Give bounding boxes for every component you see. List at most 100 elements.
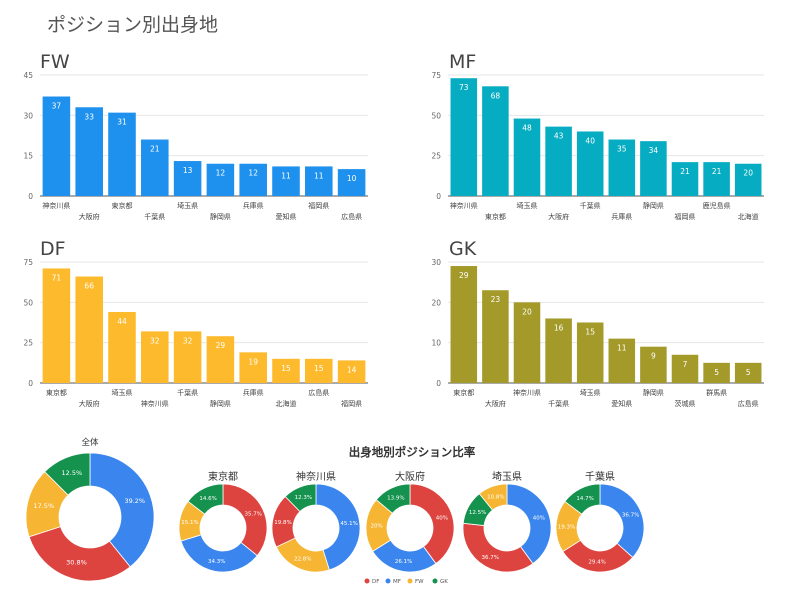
bar [108, 312, 136, 383]
donut-slice-gk [187, 483, 224, 515]
x-tick-label: 広島県 [308, 388, 329, 397]
donut-value-label: 39.2% [124, 497, 145, 505]
donut-title: 埼玉県 [492, 470, 522, 483]
page-title: ポジション別出身地 [47, 14, 219, 36]
y-tick-label: 0 [436, 379, 441, 388]
x-tick-label: 福岡県 [675, 212, 696, 221]
donut-slice-mf [599, 483, 645, 559]
donut-slice-mf [89, 452, 155, 568]
donut-title: 大阪府 [395, 470, 425, 483]
bar-value-label: 7 [683, 360, 688, 369]
donut-value-label: 45.1% [340, 521, 357, 527]
legend-label: FW [415, 579, 424, 585]
x-tick-label: 神奈川県 [141, 399, 169, 408]
donut-chart-3: 神奈川県 45.1% 22.8% 19.8% 12.3% [271, 470, 361, 573]
donut-chart-4: 大阪府 40% 26.1% 20% 13.9% [365, 470, 455, 573]
bar [239, 163, 267, 196]
bar [734, 362, 762, 383]
legend-swatch-gk [432, 578, 438, 584]
donut-value-label: 40% [533, 516, 545, 522]
donut-value-label: 14.7% [576, 496, 593, 502]
x-tick-label: 埼玉県 [177, 201, 198, 210]
x-tick-label: 茨城県 [675, 399, 696, 408]
x-tick-label: 埼玉県 [517, 201, 538, 210]
bar-chart-gk: GK 0 10 20 30 29 東京都 23 大阪府 20 神奈川県 16 千葉県 15 埼玉県 11 愛知県… [431, 238, 764, 408]
bar [545, 126, 572, 196]
donut-value-label: 30.8% [66, 559, 87, 567]
donut-slice-mf [180, 534, 258, 573]
bar [42, 268, 71, 383]
bar [272, 358, 300, 383]
bar-value-label: 33 [84, 112, 94, 121]
bar [173, 161, 202, 196]
bar [640, 141, 667, 196]
bar-value-label: 66 [84, 282, 94, 291]
bar [141, 331, 169, 383]
bar [272, 166, 300, 196]
bar-value-label: 5 [746, 368, 751, 377]
donut-value-label: 17.5% [33, 502, 54, 510]
x-tick-label: 東京都 [112, 201, 133, 210]
donut-title: 東京都 [208, 470, 238, 483]
x-tick-label: 鹿児島県 [703, 201, 731, 210]
donut-slice-gk [44, 452, 91, 496]
x-tick-label: 神奈川県 [513, 388, 541, 397]
pie-group-title: 出身地別ポジション比率 [349, 445, 476, 459]
y-tick-label: 75 [23, 258, 33, 267]
bar-value-label: 15 [314, 364, 324, 373]
bar-value-label: 40 [585, 136, 595, 145]
bar [513, 302, 541, 383]
bar [450, 266, 478, 383]
bar-value-label: 13 [183, 166, 193, 175]
bar [305, 358, 333, 383]
bar [703, 162, 730, 196]
x-tick-label: 広島県 [738, 399, 759, 408]
pie-legend: DF MF FW GK [364, 578, 448, 585]
x-tick-label: 愛知県 [611, 399, 632, 408]
bar-value-label: 23 [491, 295, 501, 304]
x-tick-label: 東京都 [485, 212, 506, 221]
x-tick-label: 兵庫県 [243, 388, 264, 397]
bar [450, 78, 478, 196]
y-tick-label: 50 [23, 298, 33, 307]
y-tick-label: 0 [28, 379, 33, 388]
bar-value-label: 16 [554, 323, 564, 332]
x-tick-label: 兵庫県 [243, 201, 264, 210]
bar [482, 86, 509, 196]
bar [206, 163, 235, 196]
bar [545, 318, 572, 383]
x-tick-label: 東京都 [46, 388, 67, 397]
y-tick-label: 25 [23, 339, 33, 348]
donut-slice-gk [284, 483, 317, 513]
x-tick-label: 静岡県 [643, 201, 664, 210]
bar [75, 107, 103, 196]
bar-value-label: 21 [680, 167, 690, 176]
donut-value-label: 15.1% [181, 520, 198, 526]
donut-value-label: 20% [370, 524, 382, 530]
legend-label: DF [372, 579, 379, 585]
y-tick-label: 30 [431, 258, 441, 267]
donut-chart-1: 全体 39.2% 30.8% 17.5% 12.5% [25, 437, 155, 582]
bar [206, 336, 235, 383]
x-tick-label: 神奈川県 [450, 201, 478, 210]
donut-value-label: 36.7% [622, 512, 639, 518]
bar-value-label: 35 [617, 145, 627, 154]
x-tick-label: 大阪府 [79, 212, 100, 221]
bar-value-label: 11 [314, 171, 324, 180]
bar-value-label: 21 [712, 167, 722, 176]
donut-slice-gk [564, 483, 601, 515]
y-tick-label: 45 [23, 71, 33, 80]
x-tick-label: 東京都 [453, 388, 474, 397]
bar-value-label: 29 [216, 341, 226, 350]
bar [239, 352, 267, 383]
x-tick-label: 千葉県 [144, 212, 165, 221]
bar [576, 322, 604, 383]
donut-slice-gk [375, 483, 411, 514]
x-tick-label: 静岡県 [210, 212, 231, 221]
x-tick-label: 北海道 [738, 212, 759, 221]
donut-value-label: 14.6% [199, 496, 216, 502]
x-tick-label: 千葉県 [548, 399, 569, 408]
y-tick-label: 15 [23, 152, 33, 161]
x-tick-label: 大阪府 [79, 399, 100, 408]
